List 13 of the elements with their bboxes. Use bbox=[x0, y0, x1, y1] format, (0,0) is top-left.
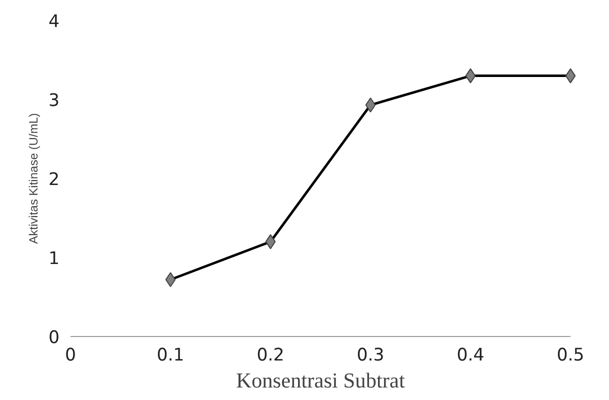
x-tick-label: 0.2 bbox=[256, 346, 284, 366]
y-tick-label: 0 bbox=[48, 328, 60, 348]
x-tick-label: 0 bbox=[64, 346, 76, 366]
x-tick-label: 0.4 bbox=[456, 346, 484, 366]
y-tick-label: 3 bbox=[48, 91, 60, 111]
x-tick-label: 0.5 bbox=[556, 346, 584, 366]
y-tick-label: 1 bbox=[48, 249, 60, 269]
y-tick-label: 2 bbox=[48, 170, 60, 190]
y-axis-title: Aktivitas Kitinase (U/mL) bbox=[26, 113, 40, 244]
x-tick-label: 0.3 bbox=[356, 346, 384, 366]
y-tick-label: 4 bbox=[48, 12, 60, 32]
x-axis-title: Konsentrasi Subtrat bbox=[236, 368, 405, 392]
x-tick-label: 0.1 bbox=[156, 346, 184, 366]
